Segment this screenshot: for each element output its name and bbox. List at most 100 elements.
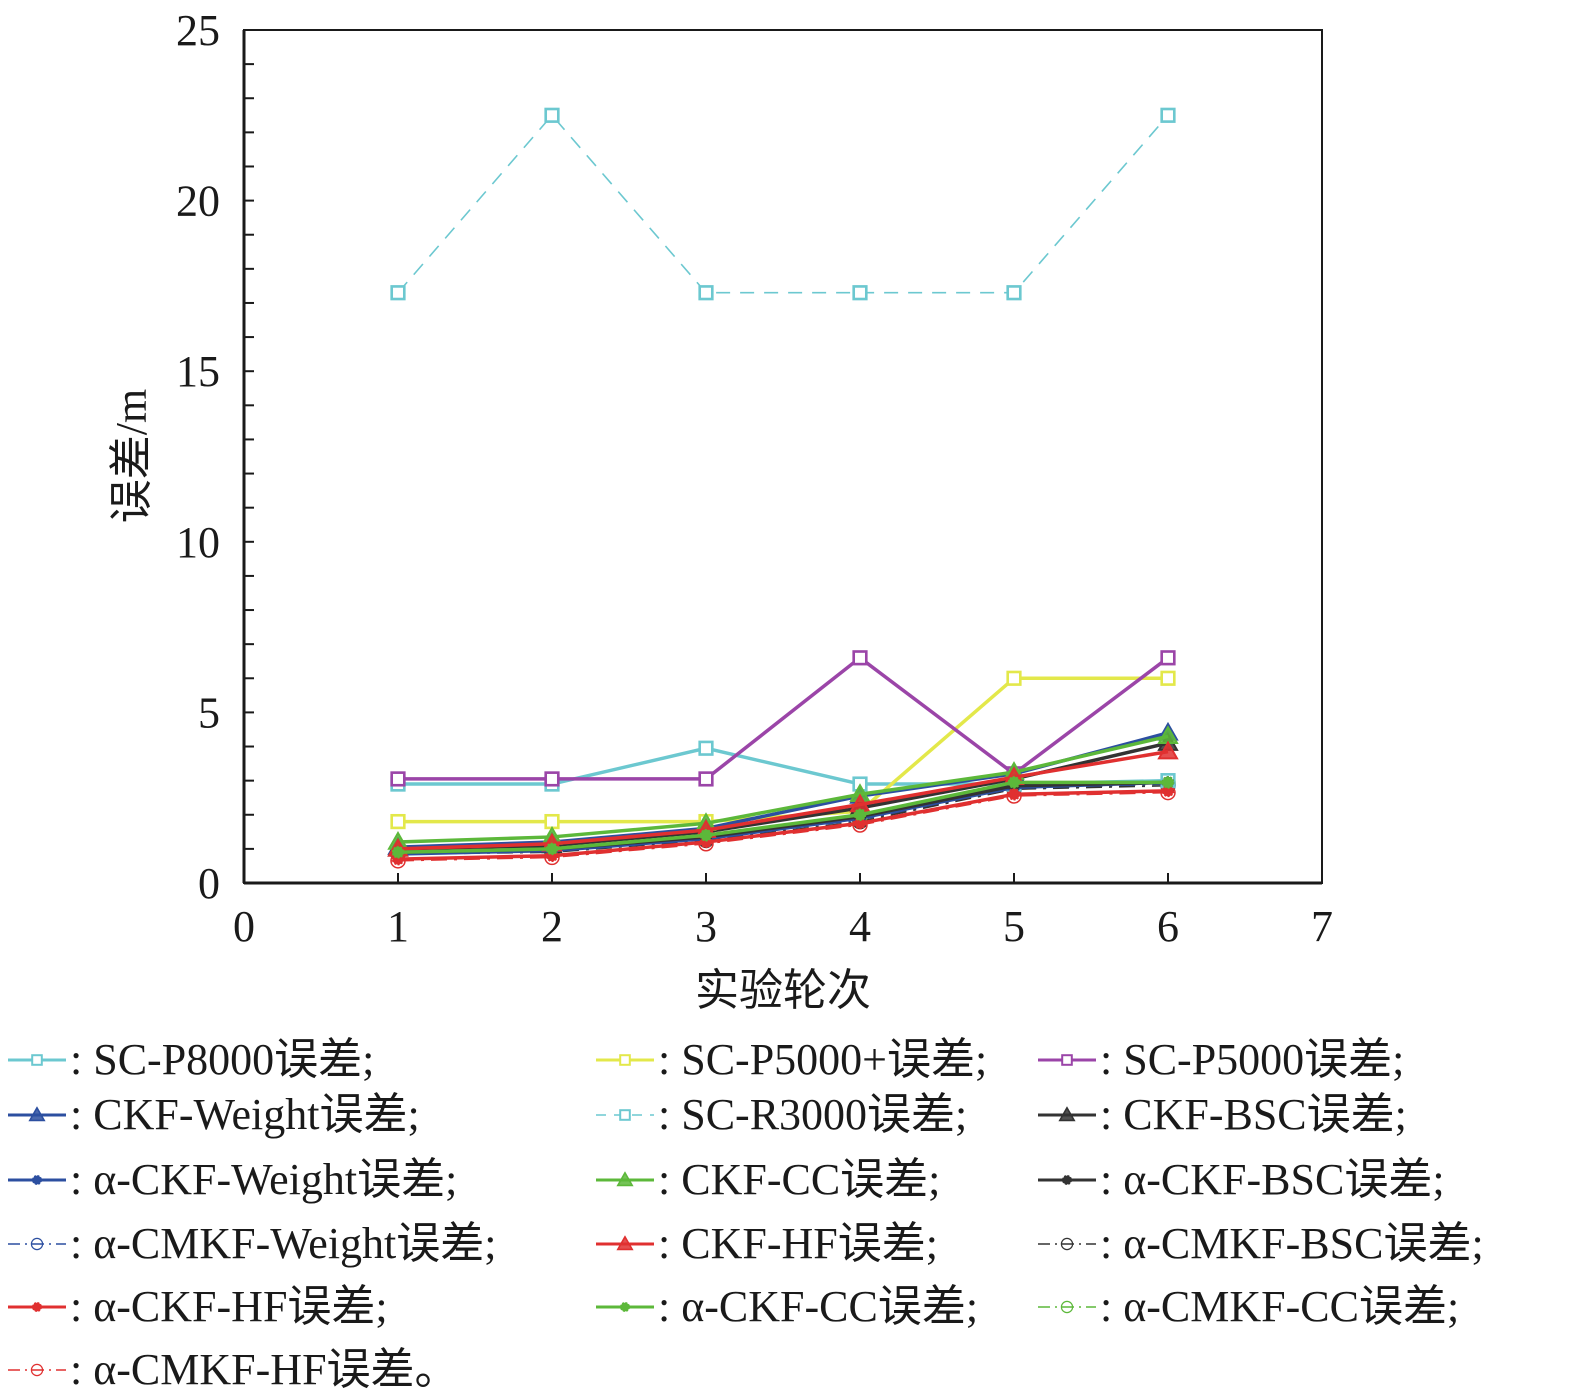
series-1 [390, 670, 1176, 830]
legend-label: : CKF-CC误差; [658, 1155, 941, 1204]
legend-swatch-icon [596, 1235, 654, 1251]
triangle-marker [1058, 1106, 1076, 1122]
y-tick-label: 5 [198, 688, 220, 737]
dot-marker [853, 808, 867, 822]
chart: 0 5 10 15 20 25 0 1 2 3 4 5 6 7 实验轮次 误差/m [107, 6, 1333, 1015]
square-marker [1061, 1054, 1073, 1066]
dot-marker [391, 846, 405, 859]
legend-swatch-icon [8, 1106, 66, 1122]
legend-label: : SC-P5000+误差; [658, 1035, 988, 1084]
square-marker [852, 650, 868, 666]
dot-marker [620, 1302, 631, 1313]
series-line [397, 749, 1169, 851]
square-marker [698, 740, 714, 756]
legend-item: : α-CKF-CC误差; [594, 1277, 978, 1337]
x-tick-label: 5 [1003, 902, 1025, 951]
legend-swatch-icon [1038, 1106, 1096, 1122]
y-tick-label: 20 [176, 177, 220, 226]
dot-marker [1007, 776, 1021, 789]
legend-item: : CKF-HF误差; [594, 1214, 938, 1274]
series-13 [391, 776, 1175, 859]
legend-label: : α-CKF-Weight误差; [70, 1155, 458, 1204]
series-4 [390, 107, 1176, 301]
legend-item: : SC-P8000误差; [6, 1030, 374, 1090]
legend-item: : CKF-CC误差; [594, 1150, 940, 1210]
dot-marker [699, 828, 713, 842]
legend-item: : α-CKF-HF误差; [6, 1277, 388, 1337]
x-tick-label: 1 [387, 902, 409, 951]
legend-label: : α-CMKF-HF误差。 [70, 1345, 459, 1394]
triangle-marker [28, 1106, 46, 1122]
legend: : SC-P8000误差; : SC-P5000+误差; : SC-P5000误差;… [0, 1022, 1575, 1400]
legend-swatch-icon [596, 1171, 654, 1187]
square-marker [619, 1054, 631, 1066]
legend-item: : SC-R3000误差; [594, 1085, 967, 1145]
square-marker [1006, 670, 1022, 686]
legend-label: : CKF-Weight误差; [70, 1090, 420, 1139]
series-line [397, 114, 1169, 294]
legend-label: : CKF-BSC误差; [1100, 1090, 1407, 1139]
y-tick-label: 10 [176, 518, 220, 567]
legend-swatch-icon [596, 1109, 654, 1121]
x-tick-label: 2 [541, 902, 563, 951]
square-marker [698, 285, 714, 301]
square-marker [31, 1054, 43, 1066]
legend-label: : SC-R3000误差; [658, 1090, 968, 1139]
triangle-marker [616, 1235, 634, 1251]
x-tick-label: 7 [1311, 902, 1333, 951]
square-marker [698, 771, 714, 787]
legend-swatch-icon [1038, 1054, 1096, 1066]
legend-swatch-icon [1038, 1300, 1096, 1314]
x-tick-label: 0 [233, 902, 255, 951]
triangle-marker [616, 1171, 634, 1187]
legend-label: : α-CMKF-Weight误差; [70, 1219, 497, 1268]
dot-marker [545, 842, 559, 856]
square-marker [390, 285, 406, 301]
legend-item: : α-CMKF-HF误差。 [6, 1340, 459, 1400]
square-marker [1160, 670, 1176, 686]
legend-label: : α-CKF-CC误差; [658, 1282, 979, 1331]
legend-swatch-icon [8, 1363, 66, 1377]
square-marker [544, 771, 560, 787]
square-marker [1160, 650, 1176, 666]
legend-swatch-icon [1038, 1175, 1096, 1186]
y-tick-label: 25 [176, 6, 220, 55]
legend-swatch-icon [596, 1302, 654, 1313]
legend-item: : CKF-BSC误差; [1036, 1085, 1407, 1145]
series-line [397, 734, 1169, 844]
x-tick-label: 3 [695, 902, 717, 951]
legend-label: : CKF-HF误差; [658, 1219, 938, 1268]
legend-swatch-icon [8, 1054, 66, 1066]
legend-item: : SC-P5000+误差; [594, 1030, 987, 1090]
legend-label: : α-CMKF-BSC误差; [1100, 1219, 1484, 1268]
legend-label: : α-CMKF-CC误差; [1100, 1282, 1460, 1331]
series-line [398, 676, 1168, 824]
x-axis: 0 1 2 3 4 5 6 7 [233, 873, 1333, 951]
square-marker [390, 813, 406, 830]
series-line [397, 780, 1168, 855]
legend-item: : SC-P5000误差; [1036, 1030, 1404, 1090]
y-tick-label: 0 [198, 859, 220, 908]
legend-item: : α-CKF-BSC误差; [1036, 1150, 1445, 1210]
square-marker [619, 1109, 631, 1121]
dot-marker [32, 1175, 43, 1186]
legend-item: : CKF-Weight误差; [6, 1085, 420, 1145]
legend-swatch-icon [1038, 1237, 1096, 1251]
x-tick-label: 4 [849, 902, 871, 951]
y-axis: 0 5 10 15 20 25 [176, 6, 254, 908]
legend-label: : α-CKF-HF误差; [70, 1282, 388, 1331]
dot-marker [1161, 776, 1175, 789]
series-line [397, 789, 1169, 861]
y-axis-title: 误差/m [107, 389, 156, 523]
dot-marker [32, 1302, 43, 1313]
series-line [398, 656, 1170, 781]
legend-item: : α-CKF-Weight误差; [6, 1150, 457, 1210]
square-marker [544, 107, 560, 123]
dot-marker [1062, 1175, 1073, 1186]
legend-swatch-icon [596, 1054, 654, 1066]
plot-frame [242, 29, 1323, 885]
square-marker [1006, 285, 1022, 301]
legend-swatch-icon [8, 1237, 66, 1251]
legend-item: : α-CMKF-CC误差; [1036, 1277, 1459, 1337]
legend-swatch-icon [8, 1302, 66, 1313]
